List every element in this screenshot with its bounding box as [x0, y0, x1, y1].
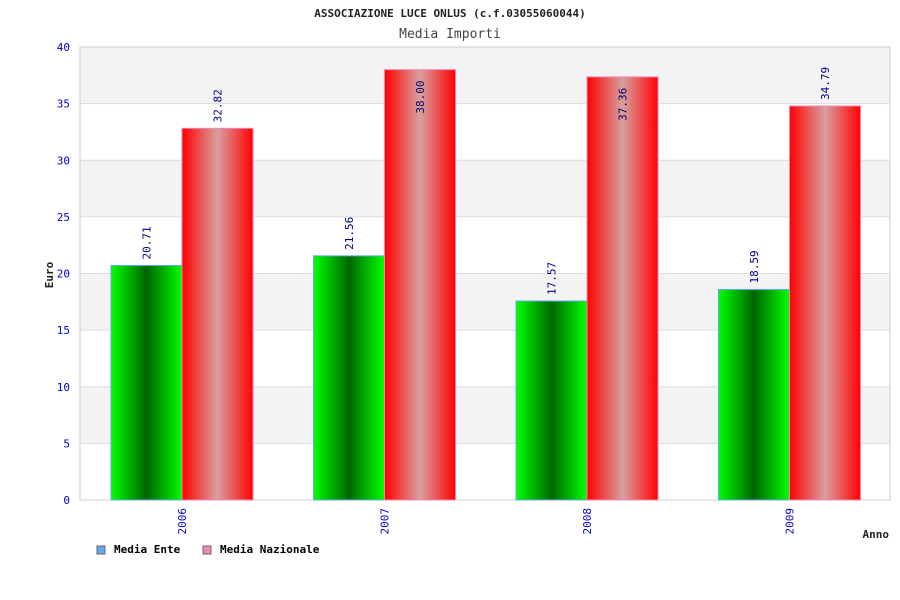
x-tick-label: 2006 — [176, 508, 189, 535]
y-tick-label: 5 — [63, 437, 70, 450]
data-label: 38.00 — [414, 81, 427, 114]
y-axis-label: Euro — [43, 261, 56, 288]
bar-media-nazionale — [384, 69, 456, 501]
bar-media-ente — [313, 255, 385, 501]
x-axis-label: Anno — [863, 528, 890, 541]
data-label: 20.71 — [141, 226, 154, 259]
y-tick-label: 40 — [57, 41, 70, 54]
bar-media-ente — [718, 288, 790, 501]
bar-media-nazionale — [586, 76, 659, 501]
data-label: 21.56 — [343, 217, 356, 250]
x-tick-label: 2008 — [581, 508, 594, 535]
y-tick-label: 20 — [57, 268, 70, 281]
bar-media-nazionale — [789, 105, 861, 501]
y-tick-label: 15 — [57, 324, 70, 337]
legend-label: Media Nazionale — [220, 543, 320, 556]
data-label: 37.36 — [617, 88, 630, 121]
x-tick-label: 2009 — [784, 508, 797, 535]
bar-media-nazionale — [181, 127, 254, 501]
legend-label: Media Ente — [114, 543, 181, 556]
y-tick-label: 25 — [57, 211, 70, 224]
data-label: 32.82 — [212, 89, 225, 122]
plot-frame — [79, 46, 891, 501]
bar-media-ente — [110, 264, 183, 501]
grid-band — [80, 47, 890, 104]
data-label: 17.57 — [546, 262, 559, 295]
chart-title: ASSOCIAZIONE LUCE ONLUS (c.f.03055060044… — [314, 7, 586, 20]
legend-swatch — [202, 545, 212, 555]
y-tick-label: 0 — [63, 494, 70, 507]
y-tick-label: 30 — [57, 154, 70, 167]
data-label: 34.79 — [819, 67, 832, 100]
legend-swatch — [96, 545, 106, 555]
x-tick-label: 2007 — [379, 508, 392, 535]
bar-media-ente — [515, 300, 588, 501]
y-tick-label: 10 — [57, 381, 70, 394]
data-label: 18.59 — [748, 250, 761, 283]
chart-subtitle: Media Importi — [399, 27, 501, 42]
y-tick-label: 35 — [57, 98, 70, 111]
